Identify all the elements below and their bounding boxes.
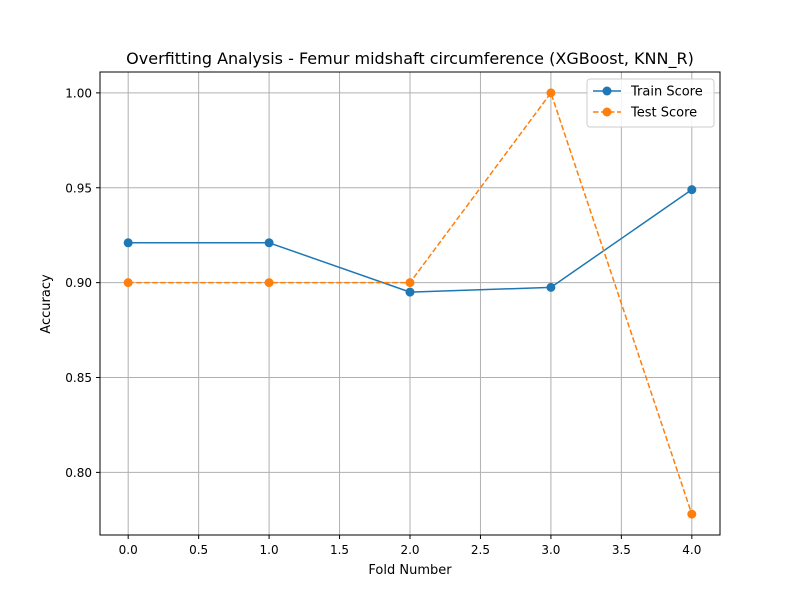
x-tick-label: 1.0 bbox=[260, 543, 279, 557]
x-tick-label: 0.5 bbox=[189, 543, 208, 557]
y-tick-label: 0.90 bbox=[65, 276, 92, 290]
axis-ticks: 0.0 0.5 1.0 1.5 2.0 2.5 3.0 3.5 4.0 0.80 0.85 0.90 0… bbox=[65, 86, 701, 557]
test-score-point bbox=[687, 509, 697, 519]
x-tick-label: 2.0 bbox=[400, 543, 419, 557]
x-tick-label: 3.0 bbox=[541, 543, 560, 557]
y-tick-label: 0.95 bbox=[65, 181, 92, 195]
y-axis-label: Accuracy bbox=[39, 274, 54, 334]
y-tick-label: 1.00 bbox=[65, 86, 92, 100]
test-score-point bbox=[264, 278, 274, 288]
legend-train-marker bbox=[602, 86, 612, 96]
test-score-point bbox=[123, 278, 133, 288]
legend-train-label: Train Score bbox=[630, 85, 703, 100]
train-score-point bbox=[405, 287, 415, 297]
x-tick-label: 0.0 bbox=[119, 543, 138, 557]
legend: Train Score Test Score bbox=[586, 78, 715, 128]
test-score-point bbox=[405, 278, 415, 288]
test-score-point bbox=[546, 88, 556, 98]
train-score-point bbox=[687, 185, 697, 195]
train-score-point bbox=[123, 238, 133, 248]
chart-title: Overfitting Analysis - Femur midshaft ci… bbox=[126, 49, 694, 69]
x-tick-label: 4.0 bbox=[682, 543, 701, 557]
train-score-point bbox=[546, 282, 556, 292]
train-score-point bbox=[264, 238, 274, 248]
y-tick-label: 0.80 bbox=[65, 466, 92, 480]
x-tick-label: 2.5 bbox=[471, 543, 490, 557]
y-tick-label: 0.85 bbox=[65, 371, 92, 385]
x-tick-label: 3.5 bbox=[612, 543, 631, 557]
x-tick-label: 1.5 bbox=[330, 543, 349, 557]
x-axis-label: Fold Number bbox=[368, 563, 452, 578]
series-layer bbox=[123, 88, 697, 519]
grid bbox=[100, 72, 720, 535]
legend-test-label: Test Score bbox=[630, 106, 697, 121]
legend-test-marker bbox=[602, 107, 612, 117]
